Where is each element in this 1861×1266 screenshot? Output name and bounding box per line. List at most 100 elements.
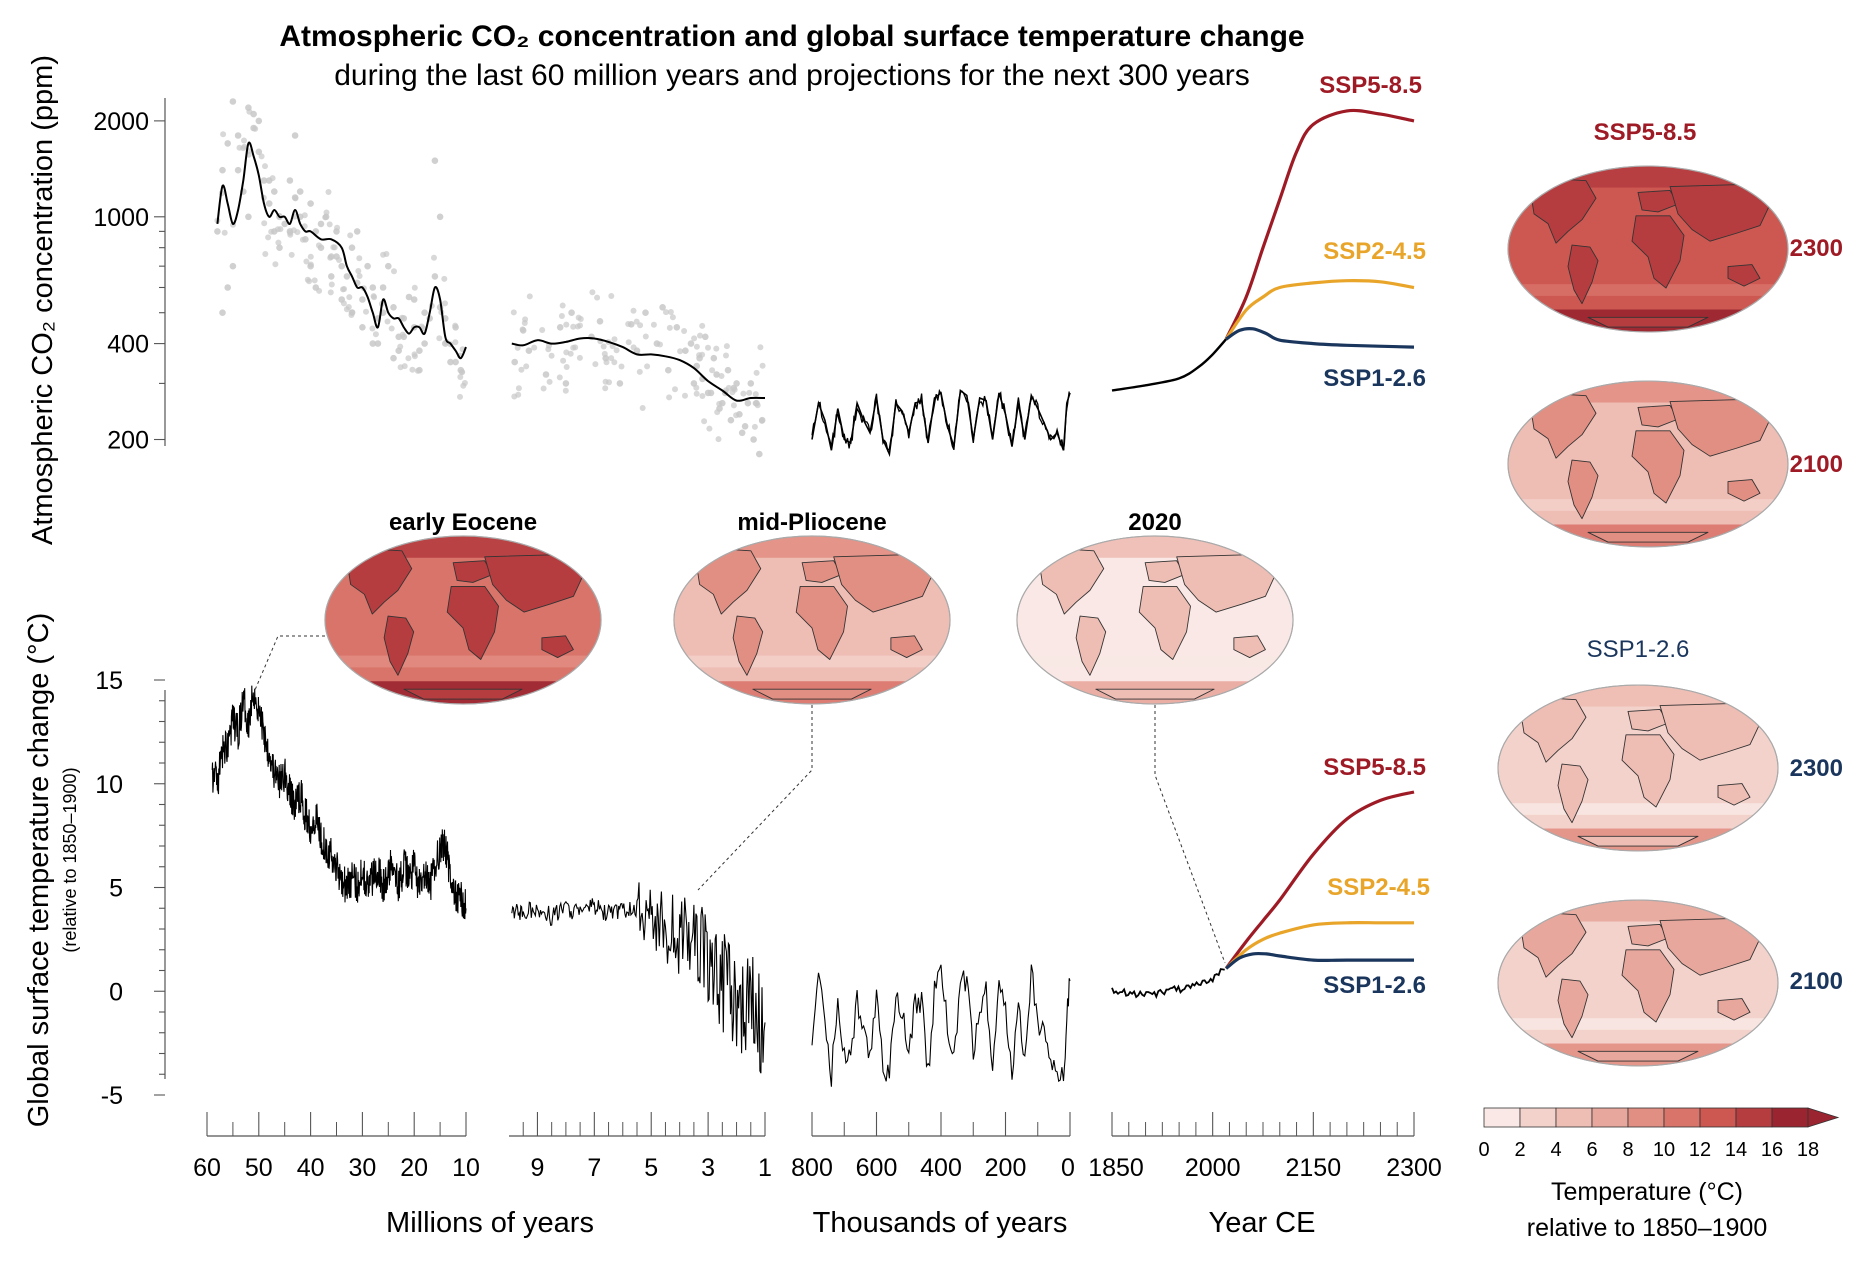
temp-record-line <box>511 882 766 1074</box>
co2-proxy-point <box>691 335 698 342</box>
co2-proxy-point <box>286 177 294 184</box>
co2-proxy-point <box>219 166 226 174</box>
co2-proxy-point <box>431 254 437 261</box>
co2-proxy-point <box>744 399 752 407</box>
co2-proxy-point <box>364 262 371 270</box>
co2-proxy-point <box>562 380 570 387</box>
co2-proxy-point <box>751 423 758 430</box>
co2-proxy-point <box>323 209 330 216</box>
x-tick-label: 200 <box>985 1154 1027 1182</box>
temp-ssp245-label: SSP2-4.5 <box>1327 874 1430 901</box>
co2-proxy-point <box>747 380 755 387</box>
co2-proxy-point <box>666 394 673 401</box>
co2-proxy-point <box>723 352 729 359</box>
co2-proxy-point <box>276 244 283 251</box>
x-tick-label: 30 <box>348 1154 376 1182</box>
co2-proxy-point <box>518 366 525 373</box>
map-arctic-band <box>1508 381 1788 403</box>
colorbar-tick-label: 16 <box>1761 1139 1783 1161</box>
colorbar-swatch <box>1663 1107 1701 1128</box>
co2-proxy-point <box>399 331 406 338</box>
x-tick-label: 20 <box>400 1154 428 1182</box>
co2-proxy-point <box>220 131 227 138</box>
co2-proxy-point <box>710 354 718 362</box>
co2-proxy-point <box>665 366 672 374</box>
co2-proxy-point <box>702 333 709 341</box>
map-land <box>403 688 523 700</box>
x-tick-label: 5 <box>644 1154 658 1182</box>
map-arctic-band <box>673 536 951 558</box>
map-land <box>801 560 843 583</box>
co2-proxy-point <box>667 309 674 315</box>
co2-proxy-point <box>261 220 268 227</box>
co2-proxy-point <box>369 284 377 291</box>
co2-proxy-point <box>388 325 395 332</box>
co2-proxy-point <box>681 328 688 334</box>
co2-proxy-point <box>693 384 700 391</box>
map-early-eocene-inner <box>324 535 602 705</box>
co2-proxy-point <box>577 316 584 322</box>
map-land <box>1727 479 1761 502</box>
co2-proxy-point <box>511 358 518 366</box>
co2-proxy-point <box>336 257 342 263</box>
map-title-early-eocene: early Eocene <box>389 509 537 536</box>
co2-y-tick-label: 1000 <box>93 204 149 232</box>
map-land <box>1577 1050 1699 1062</box>
colorbar-tick-label: 2 <box>1514 1139 1525 1161</box>
co2-proxy-point <box>618 363 625 370</box>
co2-proxy-point <box>292 195 299 202</box>
co2-proxy-point <box>666 324 673 331</box>
co2-proxy-point <box>724 366 732 374</box>
co2-ssp126-label: SSP1-2.6 <box>1323 365 1426 392</box>
co2-proxy-point <box>510 309 517 316</box>
colorbar-swatch <box>1699 1107 1737 1128</box>
map-southern-ocean-band <box>673 655 951 668</box>
map-land <box>541 635 574 658</box>
co2-proxy-point <box>260 177 268 184</box>
co2-proxy-point <box>347 232 354 239</box>
x-tick-label: 1 <box>758 1154 772 1182</box>
co2-proxy-point <box>677 348 684 355</box>
co2-proxy-point <box>752 391 759 398</box>
co2-proxy-point <box>511 393 518 400</box>
temp-historical-line <box>1111 968 1225 1000</box>
co2-proxy-point <box>229 98 237 105</box>
co2-proxy-point <box>558 313 565 319</box>
co2-proxy-point <box>563 349 570 356</box>
co2-smoothed-line <box>216 141 467 360</box>
map-land <box>752 688 872 700</box>
x-tick-label: 800 <box>791 1154 833 1182</box>
colorbar-swatch <box>1591 1107 1629 1128</box>
co2-proxy-point <box>753 369 760 376</box>
map-year-ssp585-2300: 2300 <box>1790 235 1843 262</box>
temp-y-tick-label: 0 <box>109 978 123 1006</box>
co2-proxy-point <box>268 228 275 235</box>
co2-proxy-point <box>340 300 347 307</box>
x-tick-label: 60 <box>193 1154 221 1182</box>
map-2020-inner <box>1016 535 1294 705</box>
co2-proxy-point <box>718 373 725 379</box>
co2-proxy-point <box>460 382 467 389</box>
x-tick-label: 7 <box>587 1154 601 1182</box>
co2-proxy-point <box>343 273 351 280</box>
x-tick-label: 400 <box>920 1154 962 1182</box>
co2-proxy-point <box>262 251 269 257</box>
connector-mid-pliocene <box>697 705 813 891</box>
map-land <box>1631 215 1685 289</box>
co2-proxy-point <box>421 309 428 317</box>
map-southern-ocean-band <box>1508 284 1788 296</box>
co2-proxy-point <box>287 231 294 238</box>
co2-proxy-point <box>224 140 231 147</box>
colorbar-arrow <box>1807 1107 1840 1128</box>
map-title-ssp126: SSP1-2.6 <box>1587 636 1690 663</box>
map-land <box>452 560 494 583</box>
map-land <box>1233 635 1266 658</box>
map-land <box>1621 949 1675 1023</box>
co2-proxy-point <box>414 367 421 374</box>
co2-proxy-point <box>606 379 612 386</box>
colorbar-label-line1: Temperature (°C) <box>1551 1178 1743 1206</box>
co2-proxy-point <box>411 284 418 291</box>
co2-proxy-point <box>697 332 703 339</box>
co2-proxy-point <box>563 321 570 328</box>
map-ssp585-2300 <box>1507 165 1789 333</box>
